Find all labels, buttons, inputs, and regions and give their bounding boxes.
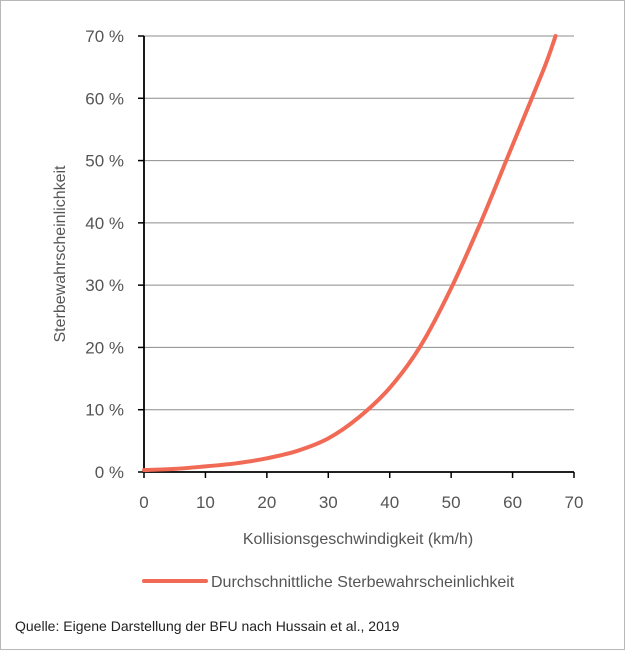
y-axis-title: Sterbewahrscheinlichkeit: [52, 165, 69, 343]
legend: Durchschnittliche Sterbewahrscheinlichke…: [142, 574, 515, 591]
x-tick-label: 40: [380, 493, 399, 512]
series-line: [142, 34, 558, 473]
x-tick-label: 10: [196, 493, 215, 512]
series-lines: [142, 34, 558, 473]
axes: [138, 35, 575, 478]
y-tick-label: 30 %: [85, 276, 124, 295]
x-tick-label: 50: [442, 493, 461, 512]
y-tick-label: 50 %: [85, 152, 124, 171]
x-tick-label: 60: [503, 493, 522, 512]
source-note: Quelle: Eigene Darstellung der BFU nach …: [15, 618, 400, 634]
x-tick-label: 20: [257, 493, 276, 512]
legend-label: Durchschnittliche Sterbewahrscheinlichke…: [211, 574, 515, 591]
y-tick-label: 0 %: [95, 463, 124, 482]
gridlines: [144, 35, 574, 411]
y-tick-label: 40 %: [85, 214, 124, 233]
y-tick-label: 20 %: [85, 338, 124, 357]
x-axis-title: Kollisionsgeschwindigkeit (km/h): [243, 531, 473, 548]
x-tick-label: 30: [319, 493, 338, 512]
y-tick-label: 60 %: [85, 89, 124, 108]
y-tick-label: 10 %: [85, 401, 124, 420]
y-tick-label: 70 %: [85, 27, 124, 46]
x-tick-label: 70: [565, 493, 584, 512]
x-tick-label: 0: [139, 493, 148, 512]
x-tick-labels: 0 10 20 30 40 50 60 70: [139, 493, 583, 512]
y-tick-labels: 0 % 10 % 20 % 30 % 40 % 50 % 60 % 70 %: [85, 27, 124, 482]
